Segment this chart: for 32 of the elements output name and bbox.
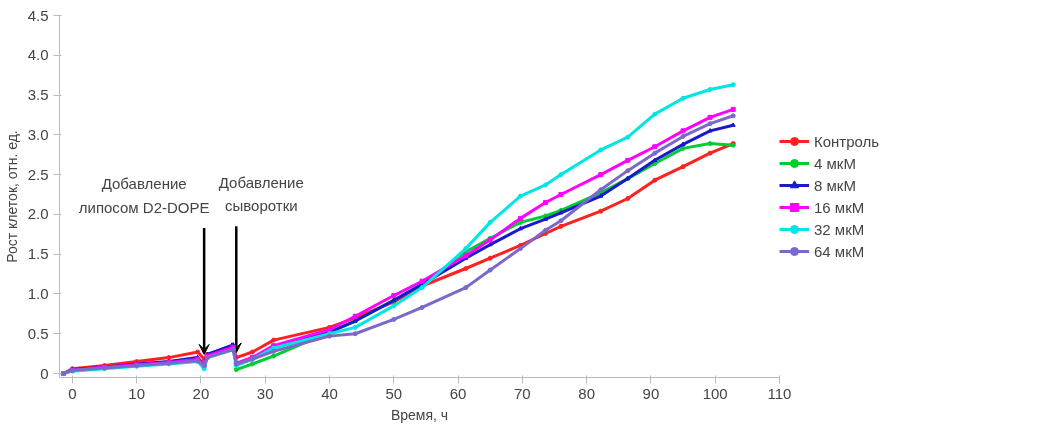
y-tick-label: 3.0 [27,125,49,143]
annotation: Добавление липосом D2-DOPE [78,175,210,216]
y-axis-title: Рост клеток, отн. ед. [3,130,20,263]
y-tick-label: 4.0 [27,46,49,64]
x-tick-label: 70 [514,384,531,402]
y-tick-label: 1.5 [27,245,49,263]
x-tick-label: 50 [385,384,403,402]
x-tick-label: 100 [702,384,728,402]
y-tick-label: 4.5 [27,6,49,24]
x-axis-title: Время, ч [390,406,449,423]
y-tick-label: 2.0 [27,205,49,223]
x-tick-label: 80 [578,384,595,402]
y-tick-label: 0.5 [27,324,49,342]
x-tick-label: 60 [449,384,467,402]
y-tick-label: 1.0 [27,284,49,302]
legend-label: Контроль [814,132,880,150]
y-tick-label: 3.5 [27,86,49,104]
legend-label: 8 мкМ [814,176,857,194]
y-tick-label: 0 [40,364,49,382]
x-tick-label: 30 [256,384,274,402]
legend-label: 16 мкМ [814,198,866,216]
legend-label: 32 мкМ [814,220,866,238]
legend-label: 4 мкМ [814,154,857,172]
x-tick-label: 10 [128,384,145,402]
legend-label: 64 мкМ [814,242,866,260]
y-tick-label: 2.5 [27,165,49,183]
x-tick-label: 110 [767,384,792,402]
x-tick-label: 90 [642,384,660,402]
annotation: Добавление сыворотки [218,173,304,215]
x-tick-label: 20 [192,384,210,402]
x-tick-label: 0 [68,384,77,402]
x-tick-label: 40 [321,384,338,402]
